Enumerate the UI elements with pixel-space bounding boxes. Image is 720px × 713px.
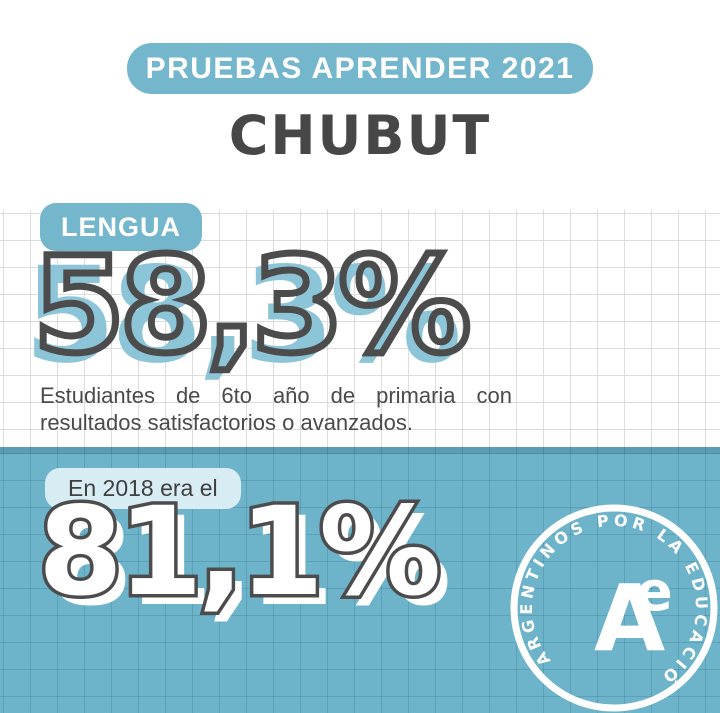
comparison-badge: En 2018 era el: [45, 468, 241, 509]
lengua-description-line2: resultados satisfactorios o avanzados.: [40, 410, 413, 435]
comparison-value-shadow: 81,1%: [48, 491, 451, 633]
logo-ring-text: ARGENTINOS POR LA EDUCACIÓN: [464, 458, 711, 689]
subject-badge-label: LENGUA: [61, 212, 181, 242]
logo: ARGENTINOS POR LA EDUCACIÓN A e: [464, 458, 718, 712]
comparison-badge-label: En 2018 era el: [68, 475, 218, 501]
lengua-section: LENGUA 58,3% 58,3% Estudiantes de 6to añ…: [0, 203, 720, 447]
lengua-description-line1: Estudiantes de 6to año de primaria con: [40, 383, 512, 408]
header-section: PRUEBAS APRENDER 2021 CHUBUT: [0, 0, 720, 210]
logo-center-e: e: [636, 560, 673, 623]
comparison-section: En 2018 era el 81,1% 81,1% ARGENTINOS PO…: [0, 447, 720, 713]
comparison-value-face: 81,1%: [34, 481, 444, 623]
lengua-value-shadow: 58,3%: [24, 239, 462, 393]
logo-ring-circle: [510, 504, 718, 712]
lengua-value: 58,3% 58,3%: [24, 229, 475, 383]
title-banner-label: PRUEBAS APRENDER 2021: [145, 52, 575, 85]
region-title: CHUBUT: [228, 104, 492, 167]
title-banner: PRUEBAS APRENDER 2021: [127, 43, 593, 94]
lengua-description: Estudiantes de 6to año de primaria con r…: [40, 382, 512, 436]
subject-badge: LENGUA: [40, 203, 202, 251]
comparison-value: 81,1% 81,1%: [34, 481, 451, 624]
lengua-value-face: 58,3%: [30, 229, 475, 383]
logo-center-a: A: [594, 565, 665, 672]
